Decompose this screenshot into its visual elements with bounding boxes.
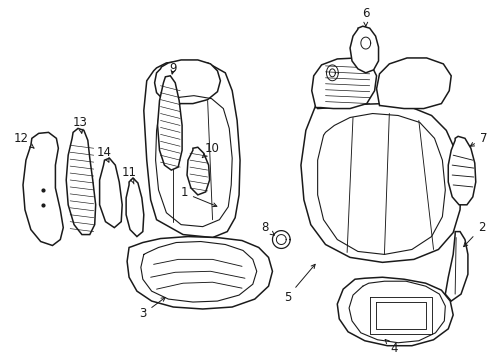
Polygon shape — [337, 277, 452, 346]
Polygon shape — [66, 129, 96, 235]
Polygon shape — [143, 61, 240, 238]
Text: 4: 4 — [385, 339, 397, 355]
Text: 9: 9 — [169, 62, 177, 75]
Polygon shape — [445, 231, 467, 301]
Text: 8: 8 — [261, 221, 274, 235]
Text: 7: 7 — [469, 132, 486, 146]
Text: 14: 14 — [96, 146, 111, 162]
Polygon shape — [311, 58, 376, 109]
Polygon shape — [154, 60, 220, 104]
Polygon shape — [300, 104, 460, 262]
Text: 12: 12 — [14, 132, 34, 148]
Polygon shape — [157, 76, 182, 170]
Polygon shape — [127, 237, 272, 309]
Text: 3: 3 — [139, 297, 165, 320]
Polygon shape — [447, 136, 475, 205]
Text: 1: 1 — [180, 186, 216, 207]
Text: 13: 13 — [72, 116, 87, 133]
Polygon shape — [376, 58, 450, 109]
Polygon shape — [23, 132, 63, 246]
Text: 6: 6 — [361, 7, 369, 26]
Polygon shape — [126, 178, 143, 237]
Text: 10: 10 — [202, 142, 219, 158]
Text: 2: 2 — [463, 221, 484, 247]
Polygon shape — [349, 26, 378, 73]
Text: 5: 5 — [283, 264, 314, 303]
Polygon shape — [186, 147, 209, 195]
Text: 11: 11 — [122, 166, 137, 184]
Polygon shape — [100, 158, 122, 228]
